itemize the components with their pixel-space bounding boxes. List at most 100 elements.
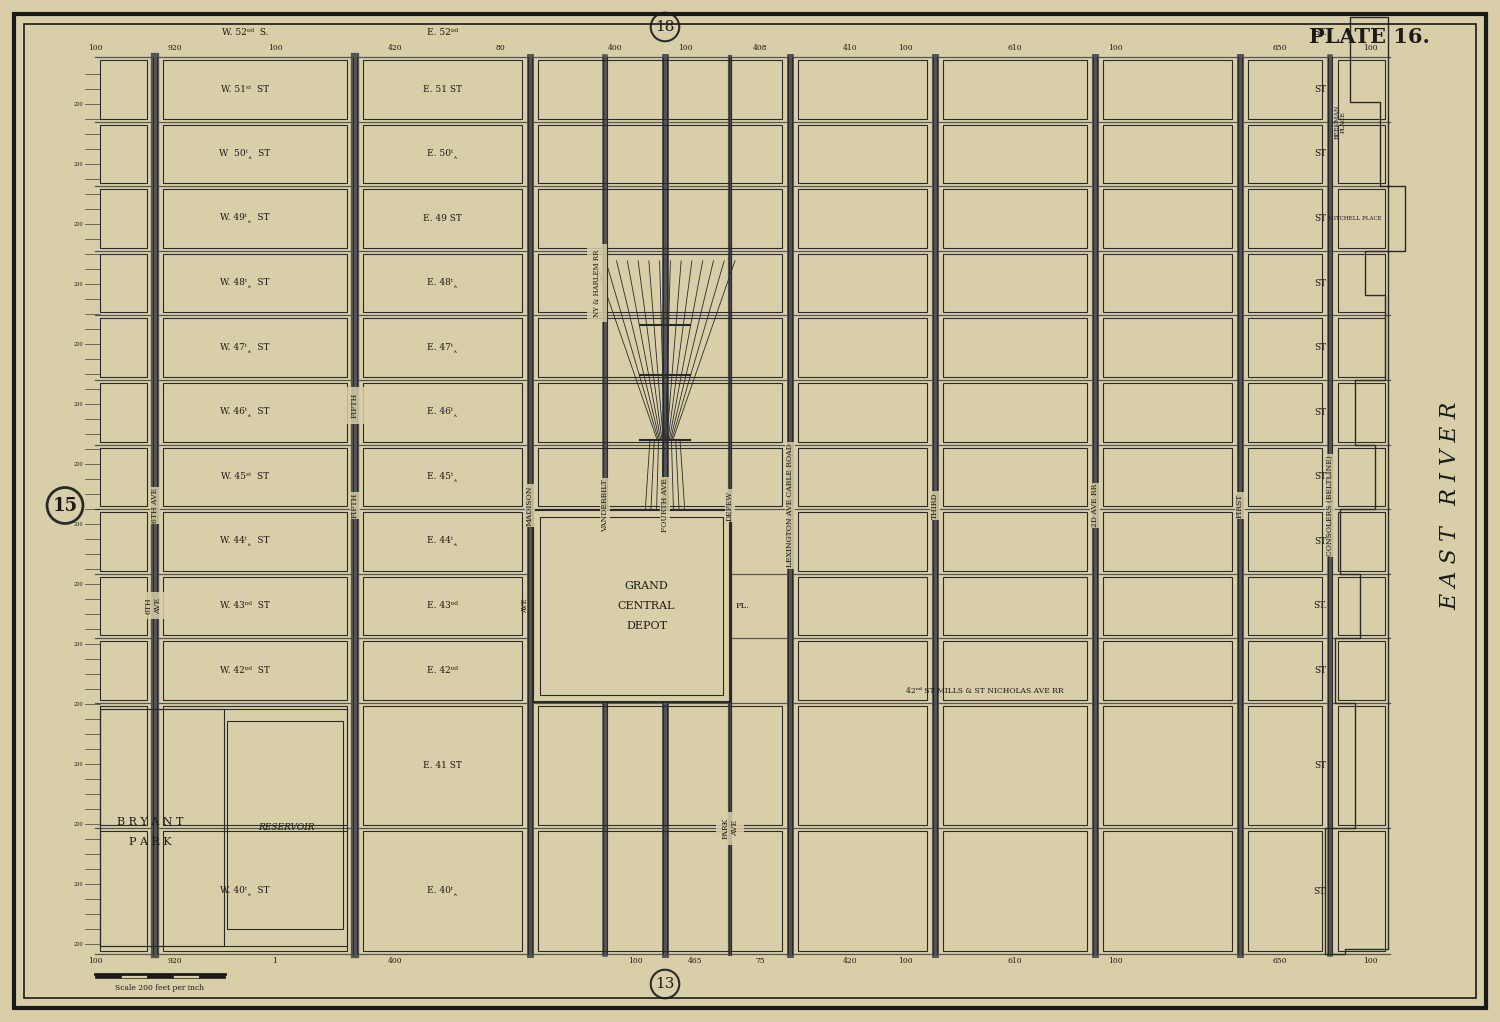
Bar (944, 318, 1088, 377)
Bar (164, 448, 346, 506)
Text: Scale 200 feet per inch: Scale 200 feet per inch (116, 984, 204, 992)
Bar (1102, 125, 1232, 183)
Text: E. 41 ST: E. 41 ST (423, 761, 462, 771)
Text: E. 40ᵗ˰: E. 40ᵗ˰ (427, 886, 458, 896)
Text: LEXINGTON AVE CABLE ROAD: LEXINGTON AVE CABLE ROAD (786, 444, 794, 567)
Text: 920: 920 (168, 44, 183, 52)
Bar (1338, 383, 1384, 442)
Text: THIRD: THIRD (932, 493, 939, 519)
Bar (1248, 512, 1322, 570)
Bar (164, 576, 346, 636)
Text: W. 52ᶛᵈ  S.: W. 52ᶛᵈ S. (222, 28, 268, 37)
Text: ST: ST (1314, 343, 1326, 353)
Text: 410: 410 (843, 44, 858, 52)
Text: CONSOLERS (BELTLINE): CONSOLERS (BELTLINE) (1326, 455, 1334, 556)
Text: 200: 200 (74, 281, 82, 286)
Bar (1102, 832, 1232, 951)
Bar (1248, 576, 1322, 636)
Text: MITCHELL PLACE: MITCHELL PLACE (1328, 216, 1382, 221)
Bar (798, 641, 927, 700)
Text: 6TH
AVE: 6TH AVE (144, 597, 162, 614)
Bar (363, 60, 522, 119)
Bar (100, 641, 147, 700)
Bar (164, 832, 346, 951)
Text: PL.: PL. (736, 602, 750, 610)
Bar (798, 253, 927, 313)
Bar (798, 318, 927, 377)
Bar (1248, 706, 1322, 826)
Text: VANDERBILT: VANDERBILT (602, 479, 609, 531)
Text: 200: 200 (74, 101, 82, 106)
Bar (164, 125, 346, 183)
Bar (538, 706, 782, 826)
Bar (1248, 253, 1322, 313)
Text: ST: ST (1314, 149, 1326, 158)
Text: FIFTH: FIFTH (351, 493, 358, 518)
Text: 200: 200 (74, 941, 82, 946)
Text: 100: 100 (267, 44, 282, 52)
Bar (363, 576, 522, 636)
Text: MADISON: MADISON (526, 485, 534, 525)
Text: 100: 100 (1107, 44, 1122, 52)
Text: DEPOT: DEPOT (626, 621, 668, 631)
Bar (122, 974, 147, 978)
Text: E. 48ᵗ˰: E. 48ᵗ˰ (427, 278, 458, 288)
Bar (164, 318, 346, 377)
Bar (798, 512, 927, 570)
Bar (532, 510, 730, 702)
Bar (363, 189, 522, 247)
Text: 400: 400 (387, 957, 402, 965)
Text: ST: ST (1314, 472, 1326, 481)
Bar (100, 383, 147, 442)
Bar (944, 60, 1088, 119)
Bar (164, 253, 346, 313)
Text: 920: 920 (168, 957, 183, 965)
Text: 408: 408 (753, 44, 768, 52)
Bar (798, 576, 927, 636)
Text: PARK
AVE: PARK AVE (722, 818, 738, 839)
Text: FOURTH AVE: FOURTH AVE (662, 478, 669, 532)
Text: ST: ST (1314, 761, 1326, 771)
Bar (1338, 448, 1384, 506)
Text: 100: 100 (1362, 44, 1377, 52)
Text: 200: 200 (74, 222, 82, 227)
Bar (164, 706, 346, 826)
Bar (944, 383, 1088, 442)
Bar (944, 125, 1088, 183)
Text: 200: 200 (74, 582, 82, 587)
Bar (100, 512, 147, 570)
Bar (363, 253, 522, 313)
Text: ST.: ST. (1312, 28, 1328, 37)
Bar (164, 189, 346, 247)
Bar (944, 706, 1088, 826)
Text: DEPEW: DEPEW (726, 491, 734, 520)
Bar (100, 125, 147, 183)
Text: 100: 100 (87, 957, 102, 965)
Bar (363, 448, 522, 506)
Text: 80: 80 (495, 44, 506, 52)
Text: ST: ST (1314, 279, 1326, 287)
Text: 2D AVE RR: 2D AVE RR (1090, 483, 1100, 527)
Text: 42ᶛᵈ ST MILLS & ST NICHOLAS AVE RR: 42ᶛᵈ ST MILLS & ST NICHOLAS AVE RR (906, 687, 1064, 695)
Text: W. 47ᵗ˰  ST: W. 47ᵗ˰ ST (220, 342, 270, 353)
Bar (1338, 576, 1384, 636)
Text: E. 51 ST: E. 51 ST (423, 85, 462, 94)
Bar (798, 448, 927, 506)
Text: ST.: ST. (1312, 602, 1328, 610)
Bar (147, 974, 172, 978)
Bar (164, 383, 346, 442)
Text: E A S T   R I V E R: E A S T R I V E R (1438, 402, 1461, 610)
Bar (1248, 383, 1322, 442)
Bar (100, 832, 147, 951)
Text: 200: 200 (74, 882, 82, 886)
Bar (363, 318, 522, 377)
Text: 420: 420 (843, 957, 858, 965)
Bar (944, 832, 1088, 951)
Bar (1102, 641, 1232, 700)
Text: 100: 100 (627, 957, 642, 965)
Bar (94, 974, 122, 978)
Bar (1338, 60, 1384, 119)
Bar (1102, 253, 1232, 313)
Text: P A R K: P A R K (129, 837, 171, 847)
Bar (798, 383, 927, 442)
